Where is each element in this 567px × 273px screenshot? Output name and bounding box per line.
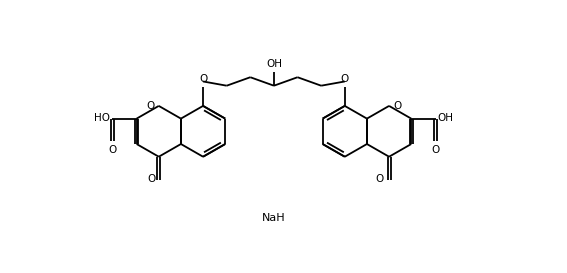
Text: O: O — [146, 101, 155, 111]
Text: NaH: NaH — [262, 213, 286, 223]
Text: O: O — [108, 145, 116, 155]
Text: O: O — [147, 174, 156, 184]
Text: O: O — [341, 74, 349, 84]
Text: OH: OH — [266, 59, 282, 69]
Text: OH: OH — [438, 113, 454, 123]
Text: O: O — [431, 145, 439, 155]
Text: O: O — [375, 174, 384, 184]
Text: O: O — [199, 74, 207, 84]
Text: HO: HO — [94, 113, 110, 123]
Text: O: O — [393, 101, 401, 111]
